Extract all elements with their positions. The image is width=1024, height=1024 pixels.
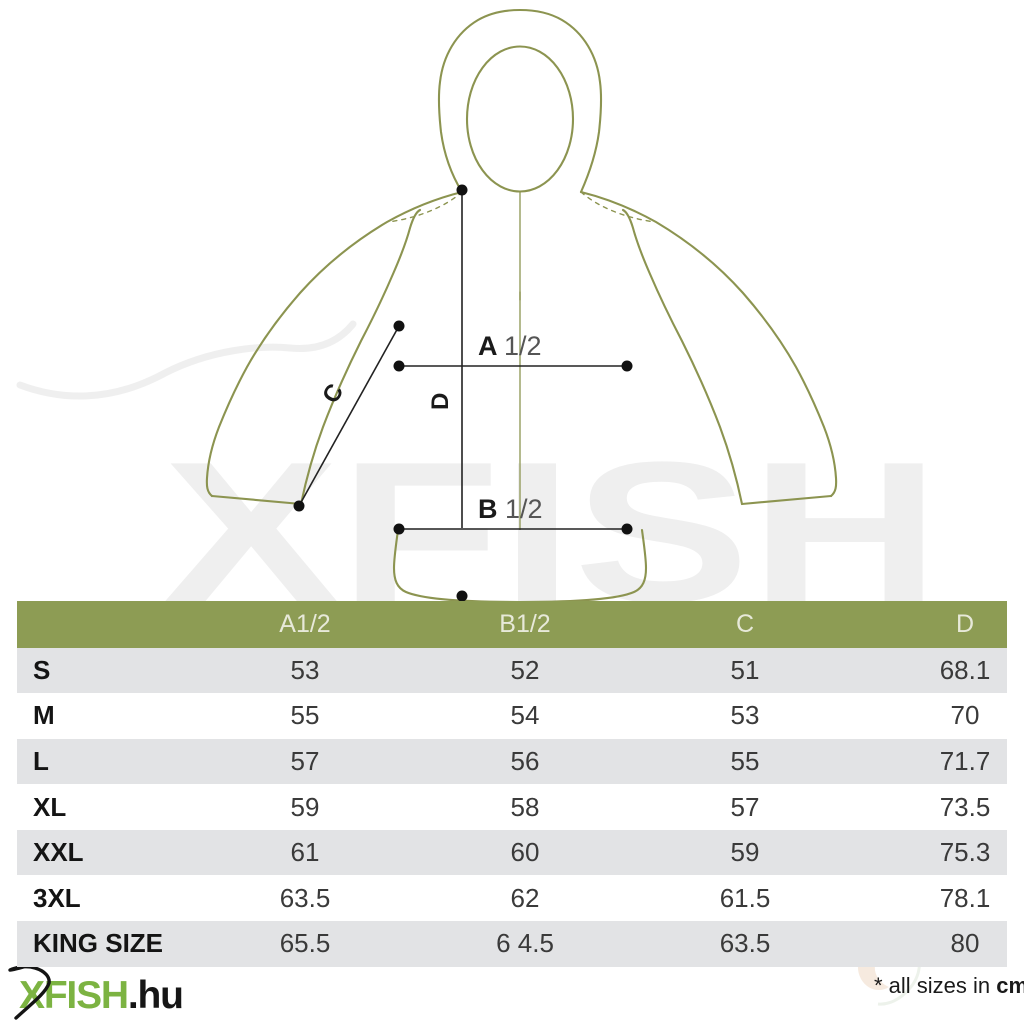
- svg-text:B 1/2: B 1/2: [478, 494, 543, 524]
- svg-text:A 1/2: A 1/2: [478, 331, 542, 361]
- svg-text:XFISH.hu: XFISH.hu: [19, 974, 183, 1017]
- svg-text:C: C: [317, 379, 349, 408]
- svg-text:D: D: [427, 393, 454, 410]
- svg-text:* all sizes in cm: * all sizes in cm: [874, 973, 1024, 998]
